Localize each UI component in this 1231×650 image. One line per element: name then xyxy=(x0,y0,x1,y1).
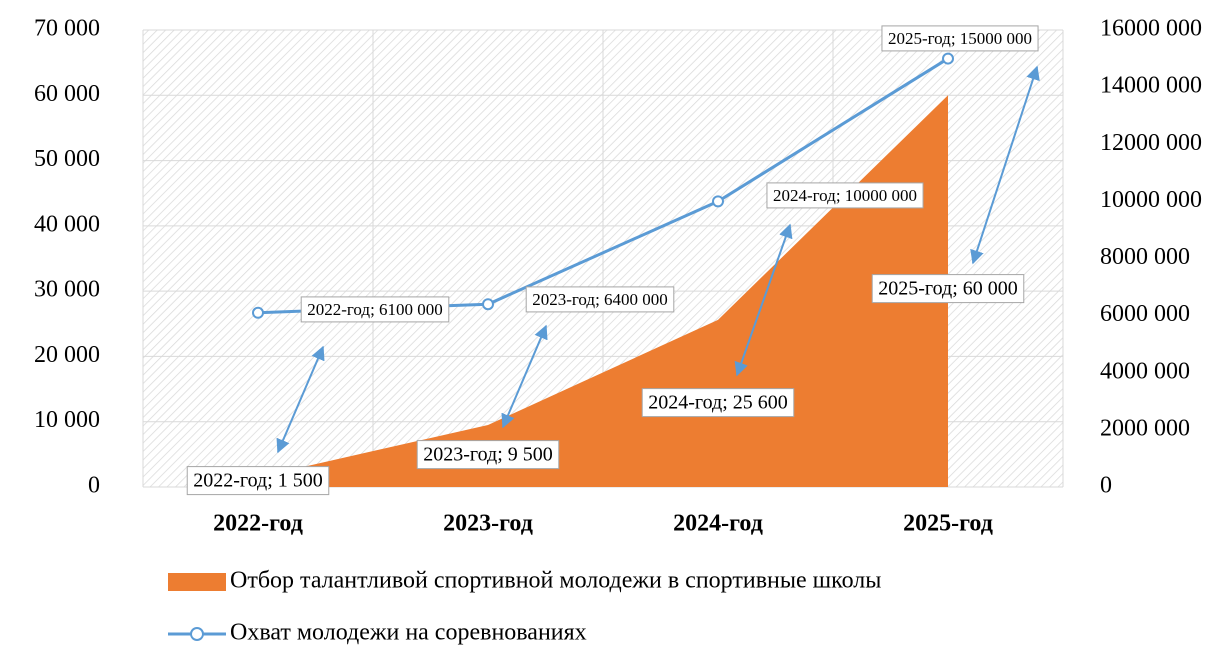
data-label: 2022-год; 1 500 xyxy=(193,470,323,492)
data-label: 2025-год; 15000 000 xyxy=(888,29,1032,48)
y2-tick-label: 8000 000 xyxy=(1100,244,1190,270)
y2-tick-label: 6000 000 xyxy=(1100,301,1190,327)
x-tick-label: 2023-год xyxy=(443,511,533,537)
marker xyxy=(712,195,724,208)
leader-arrow xyxy=(276,345,325,454)
leader-arrow xyxy=(970,65,1040,265)
y2-tick-label: 4000 000 xyxy=(1100,358,1190,384)
x-tick-label: 2024-год xyxy=(673,511,763,537)
y2-tick-label: 2000 000 xyxy=(1100,415,1190,441)
label-frame xyxy=(766,182,924,209)
label-frame xyxy=(871,274,1025,304)
y2-tick-label: 16000 000 xyxy=(1100,16,1202,42)
data-label-box: 2022-год; 6100 000 xyxy=(300,296,450,323)
data-label-box: 2023-год; 9 500 xyxy=(416,440,560,470)
marker xyxy=(482,298,494,311)
data-label-box: 2024-год; 10000 000 xyxy=(766,182,924,209)
data-label: 2024-год; 25 600 xyxy=(648,392,788,414)
y-tick-label: 0 xyxy=(88,473,100,499)
legend-label: Отбор талантливой спортивной молодежи в … xyxy=(230,568,881,594)
data-label-box: 2025-год; 60 000 xyxy=(871,274,1025,304)
label-frame xyxy=(525,286,675,313)
y2-tick-label: 0 xyxy=(1100,473,1112,499)
label-frame xyxy=(416,440,560,470)
data-label: 2024-год; 10000 000 xyxy=(773,186,917,205)
label-frame xyxy=(641,388,795,418)
data-label-box: 2025-год; 15000 000 xyxy=(881,25,1039,52)
leader-arrow xyxy=(501,324,548,429)
y2-tick-label: 12000 000 xyxy=(1100,130,1202,156)
y-tick-label: 10 000 xyxy=(34,407,100,433)
legend-label: Охват молодежи на соревнованиях xyxy=(230,620,587,646)
y2-tick-label: 14000 000 xyxy=(1100,73,1202,99)
y-tick-label: 20 000 xyxy=(34,342,100,368)
y-tick-label: 50 000 xyxy=(34,146,100,172)
leader-arrow xyxy=(734,223,793,377)
marker xyxy=(942,52,954,65)
x-tick-label: 2022-год xyxy=(213,511,303,537)
y-tick-label: 40 000 xyxy=(34,211,100,237)
data-label: 2022-год; 6100 000 xyxy=(307,300,443,319)
y-tick-label: 60 000 xyxy=(34,81,100,107)
data-label-box: 2022-год; 1 500 xyxy=(186,466,330,496)
label-frame xyxy=(881,25,1039,52)
legend-marker xyxy=(190,627,204,641)
data-label: 2025-год; 60 000 xyxy=(878,278,1018,300)
legend-swatch xyxy=(168,573,226,591)
label-frame xyxy=(300,296,450,323)
y2-tick-label: 10000 000 xyxy=(1100,187,1202,213)
data-label-box: 2023-год; 6400 000 xyxy=(525,286,675,313)
label-frame xyxy=(186,466,330,496)
y-tick-label: 70 000 xyxy=(34,16,100,42)
data-label-box: 2024-год; 25 600 xyxy=(641,388,795,418)
y-tick-label: 30 000 xyxy=(34,277,100,303)
marker xyxy=(252,306,264,319)
data-label: 2023-год; 9 500 xyxy=(423,444,553,466)
x-tick-label: 2025-год xyxy=(903,511,993,537)
data-label: 2023-год; 6400 000 xyxy=(532,290,668,309)
